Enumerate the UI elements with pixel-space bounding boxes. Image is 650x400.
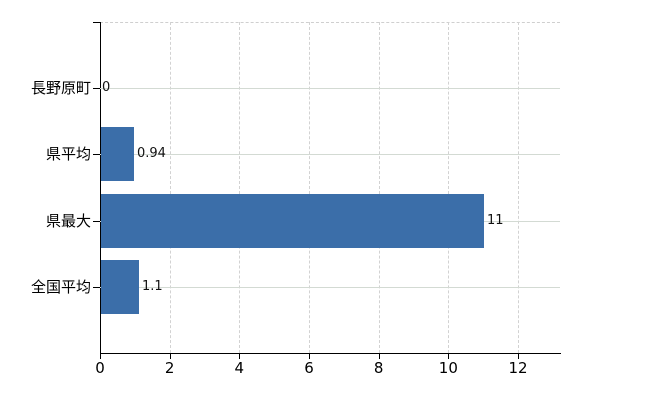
value-label-0: 0 xyxy=(102,80,111,95)
x-axis-tick-8 xyxy=(378,354,380,359)
category-label-2: 県最大 xyxy=(45,212,91,230)
category-label-1: 県平均 xyxy=(45,145,91,163)
x-axis-tick-label-12: 12 xyxy=(508,359,528,377)
y-axis-tick-3 xyxy=(93,287,100,288)
category-label-3: 全国平均 xyxy=(30,278,91,296)
bar-1 xyxy=(101,127,134,181)
bar-3 xyxy=(101,260,139,314)
value-label-2: 11 xyxy=(487,213,504,228)
x-axis-tick-4 xyxy=(239,354,241,359)
x-axis-tick-12 xyxy=(518,354,519,359)
x-axis-tick-label-2: 2 xyxy=(164,359,175,377)
vertical-gridline-8 xyxy=(378,22,380,353)
vertical-gridline-4 xyxy=(239,22,241,353)
x-axis-tick-label-6: 6 xyxy=(304,359,314,377)
value-label-1: 0.94 xyxy=(137,146,166,161)
horizontal-gridline-0 xyxy=(100,88,560,89)
category-label-0: 長野原町 xyxy=(30,79,91,97)
bar-2 xyxy=(101,194,484,248)
y-axis-tick-2 xyxy=(93,221,100,222)
horizontal-gridline-1 xyxy=(100,154,560,155)
value-label-3: 1.1 xyxy=(142,279,163,294)
x-axis-line xyxy=(100,353,561,354)
plot-top-gridline xyxy=(100,22,560,23)
x-axis-tick-label-8: 8 xyxy=(373,359,384,377)
x-axis-tick-10 xyxy=(448,354,450,359)
x-axis-tick-label-4: 4 xyxy=(234,359,245,377)
horizontal-gridline-3 xyxy=(100,287,560,288)
x-axis-tick-label-10: 10 xyxy=(438,359,458,377)
x-axis-tick-2 xyxy=(169,354,171,359)
vertical-gridline-2 xyxy=(169,22,171,353)
y-axis-top-tick xyxy=(93,22,100,23)
y-axis-tick-0 xyxy=(93,88,100,89)
vertical-gridline-12 xyxy=(518,22,519,353)
vertical-gridline-10 xyxy=(448,22,450,353)
x-axis-tick-6 xyxy=(309,354,310,359)
y-axis-line xyxy=(100,22,101,353)
y-axis-tick-1 xyxy=(93,154,100,155)
x-axis-tick-label-0: 0 xyxy=(95,359,105,377)
vertical-gridline-6 xyxy=(309,22,310,353)
x-axis-tick-0 xyxy=(100,354,101,359)
